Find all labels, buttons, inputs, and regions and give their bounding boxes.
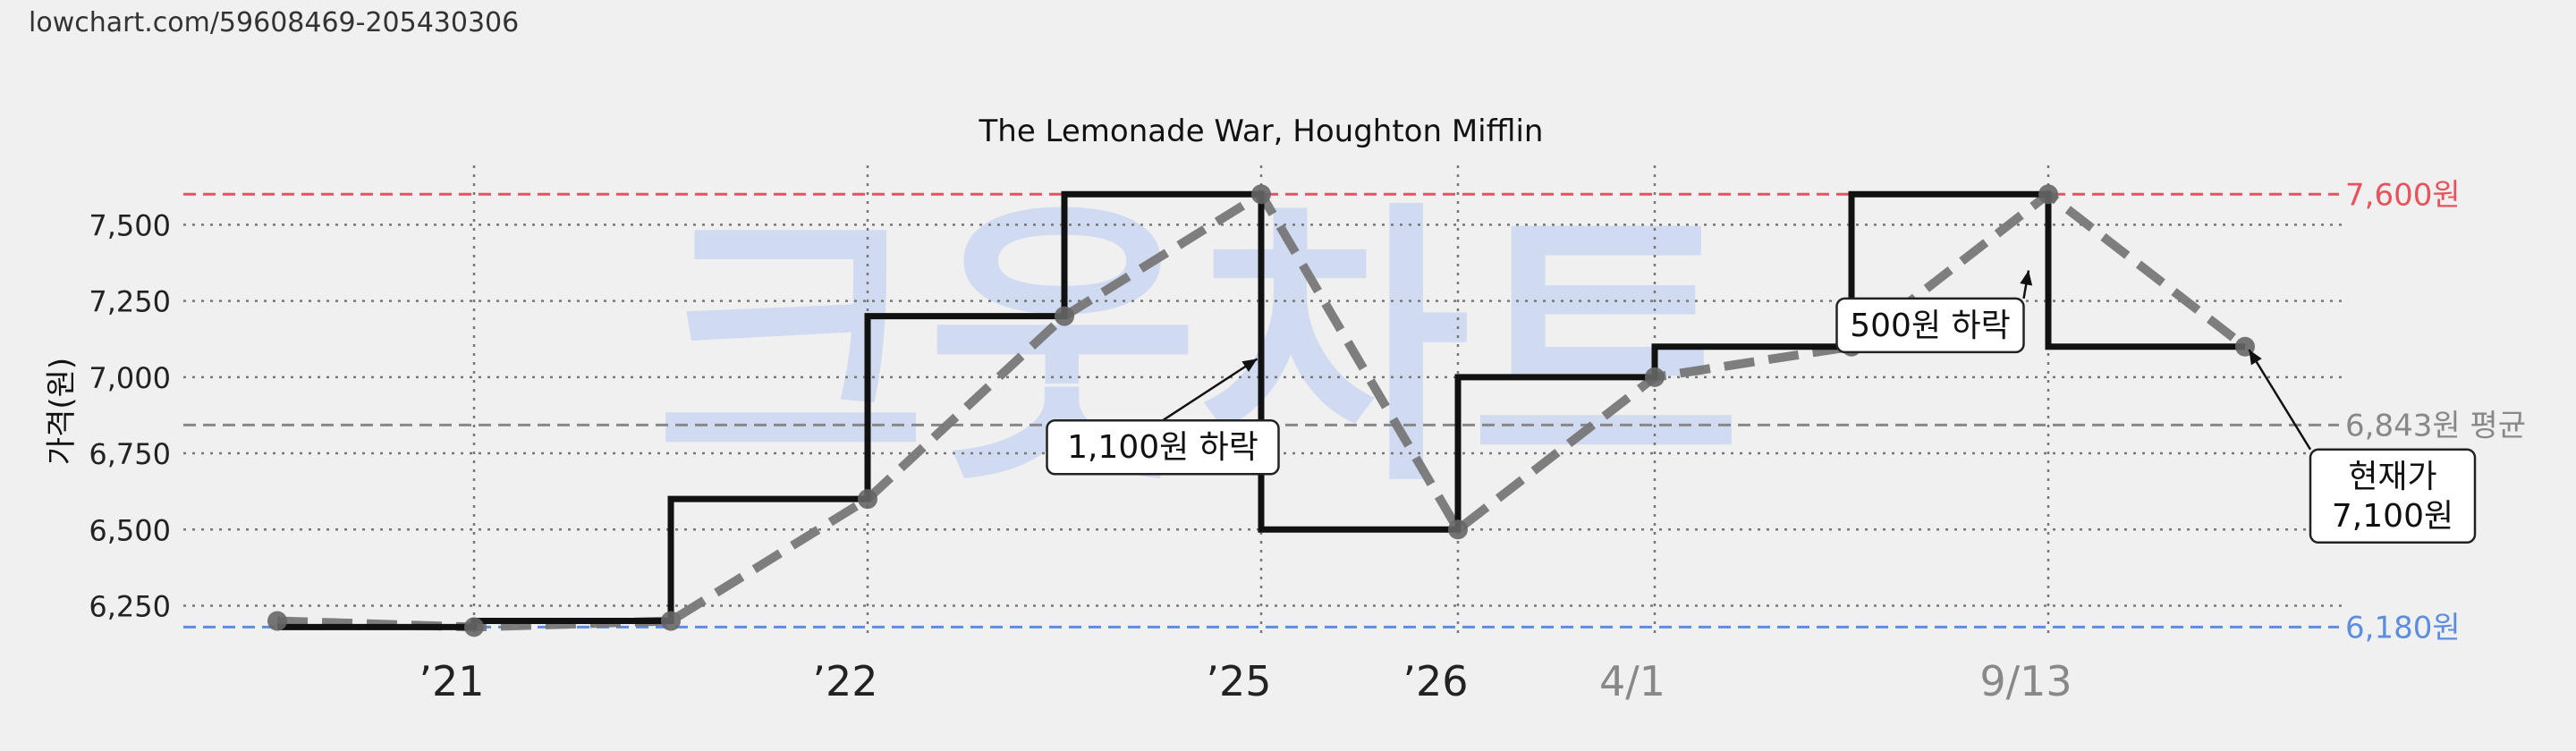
y-tick-label: 7,250 [89, 285, 171, 319]
annotation-text: 7,100원 [2332, 498, 2453, 535]
price-step-line [277, 190, 2245, 630]
page-url: lowchart.com/59608469-205430306 [29, 7, 520, 38]
price-point-marker [2038, 184, 2058, 205]
x-tick-label: 4/1 [1599, 657, 1665, 705]
annotation-box [2309, 448, 2477, 544]
price-point-marker [1645, 367, 1665, 387]
annotation-arrow [2248, 349, 2312, 451]
annotation-text: 현재가 [2348, 459, 2436, 495]
annotation-arrowhead [2249, 350, 2262, 366]
annotation-arrowhead [1241, 359, 1258, 372]
price-point-marker [661, 611, 681, 631]
annotation-arrow [1162, 358, 1258, 422]
price-point-marker [858, 489, 877, 510]
x-tick-label: ’21 [419, 657, 484, 705]
y-tick-label: 7,500 [89, 208, 171, 242]
price-point-marker [267, 611, 287, 631]
y-tick-label: 6,750 [89, 437, 171, 471]
price-point-marker [1055, 306, 1074, 326]
y-tick-label: 7,000 [89, 361, 171, 395]
x-tick-label: ’25 [1206, 657, 1271, 705]
annotation-text: 1,100원 하락 [1067, 429, 1258, 466]
x-tick-label: ’26 [1402, 657, 1468, 705]
reference-line-label: 7,600원 [2345, 177, 2461, 213]
x-tick-label: 9/13 [1979, 657, 2072, 705]
price-point-marker [1448, 519, 1468, 540]
chart-title: The Lemonade War, Houghton Mifflin [979, 114, 1544, 149]
x-tick-label: ’22 [812, 657, 877, 705]
price-point-marker [1251, 184, 1271, 205]
y-axis-label: 가격(원) [44, 358, 80, 465]
annotation-box [1046, 418, 1280, 476]
reference-line-label: 6,180원 [2345, 610, 2461, 646]
annotation-box [1835, 297, 2025, 354]
annotation-text: 500원 하락 [1850, 308, 2011, 344]
reference-line-label: 6,843원 평균 [2345, 408, 2526, 443]
y-tick-label: 6,500 [89, 513, 171, 547]
annotation-arrowhead [2020, 270, 2033, 286]
y-tick-label: 6,250 [89, 590, 171, 624]
price-point-marker [464, 617, 484, 637]
